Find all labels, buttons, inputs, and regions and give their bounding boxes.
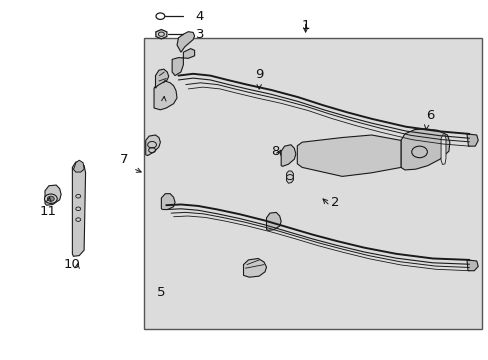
- Polygon shape: [243, 258, 266, 277]
- Text: 5: 5: [157, 286, 165, 299]
- Polygon shape: [172, 49, 194, 76]
- Circle shape: [44, 194, 57, 203]
- Polygon shape: [286, 171, 293, 183]
- Polygon shape: [145, 135, 160, 156]
- Polygon shape: [281, 145, 295, 166]
- Bar: [144, 38, 481, 329]
- Polygon shape: [266, 212, 281, 230]
- Circle shape: [47, 196, 54, 201]
- Text: 1: 1: [301, 19, 309, 32]
- Polygon shape: [156, 30, 166, 39]
- Text: 2: 2: [330, 196, 339, 209]
- Text: 4: 4: [195, 10, 203, 23]
- Polygon shape: [161, 194, 175, 210]
- Text: 8: 8: [270, 145, 279, 158]
- Text: 11: 11: [40, 205, 56, 218]
- Polygon shape: [440, 135, 445, 165]
- Polygon shape: [297, 135, 400, 176]
- Polygon shape: [177, 32, 194, 52]
- Text: 10: 10: [64, 258, 81, 271]
- Polygon shape: [72, 162, 85, 256]
- Text: 9: 9: [254, 68, 263, 81]
- Polygon shape: [466, 134, 477, 146]
- Text: 7: 7: [119, 153, 128, 166]
- Polygon shape: [466, 260, 477, 271]
- Text: 3: 3: [195, 28, 203, 41]
- Polygon shape: [73, 160, 84, 172]
- Polygon shape: [155, 69, 168, 88]
- Polygon shape: [400, 129, 449, 170]
- Text: 6: 6: [425, 109, 434, 122]
- Polygon shape: [154, 81, 177, 110]
- Polygon shape: [45, 185, 61, 205]
